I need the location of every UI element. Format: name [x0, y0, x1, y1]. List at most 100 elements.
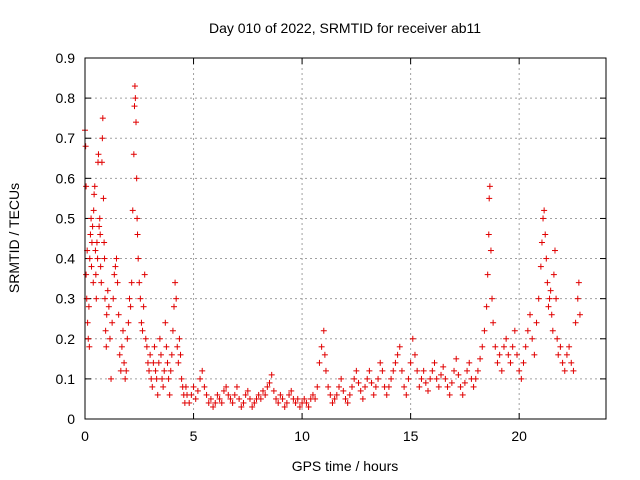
data-point — [144, 359, 151, 366]
data-point — [390, 367, 397, 374]
data-point — [197, 375, 204, 382]
data-point — [344, 399, 351, 406]
data-point — [169, 327, 176, 334]
data-point — [555, 351, 562, 358]
data-point — [171, 303, 178, 310]
data-point — [225, 391, 232, 398]
data-point — [154, 391, 161, 398]
data-point — [123, 367, 130, 374]
data-point — [444, 383, 451, 390]
data-point — [414, 367, 421, 374]
data-point — [149, 383, 156, 390]
data-point — [550, 271, 557, 278]
data-point — [487, 247, 494, 254]
data-point — [320, 327, 327, 334]
data-point — [547, 287, 554, 294]
data-point — [246, 395, 253, 402]
data-point — [99, 115, 106, 122]
data-point — [116, 351, 123, 358]
data-point — [91, 183, 98, 190]
data-point — [461, 379, 468, 386]
data-point — [98, 279, 105, 286]
data-point — [223, 383, 230, 390]
data-point — [283, 399, 290, 406]
y-tick-label: 0.8 — [56, 90, 76, 106]
data-point — [474, 367, 481, 374]
data-point — [411, 351, 418, 358]
data-point — [137, 295, 144, 302]
data-point — [93, 239, 100, 246]
data-point — [96, 223, 103, 230]
data-point — [175, 359, 182, 366]
data-point — [264, 383, 271, 390]
data-point — [546, 295, 553, 302]
data-point — [561, 367, 568, 374]
data-point — [104, 287, 111, 294]
data-point — [377, 359, 384, 366]
data-point — [159, 375, 166, 382]
data-point — [479, 343, 486, 350]
data-point — [83, 271, 90, 278]
data-point — [312, 395, 319, 402]
data-point — [325, 383, 332, 390]
data-point — [90, 207, 97, 214]
data-point — [86, 343, 93, 350]
data-point — [125, 319, 132, 326]
grid-lines — [85, 58, 606, 419]
data-point — [111, 271, 118, 278]
data-point — [333, 391, 340, 398]
data-point — [277, 391, 284, 398]
data-point — [192, 395, 199, 402]
data-point — [335, 383, 342, 390]
data-point — [257, 395, 264, 402]
data-point — [496, 351, 503, 358]
y-tick-label: 0.9 — [56, 50, 76, 66]
data-point — [403, 391, 410, 398]
data-point — [109, 319, 116, 326]
x-tick-labels: 0 5 10 15 20 — [81, 428, 527, 444]
data-point — [544, 279, 551, 286]
data-point — [155, 359, 162, 366]
data-point — [570, 367, 577, 374]
data-point — [173, 295, 180, 302]
data-point — [216, 395, 223, 402]
data-point — [108, 375, 115, 382]
data-point — [398, 367, 405, 374]
data-point — [105, 303, 112, 310]
data-point — [134, 231, 141, 238]
data-point — [392, 359, 399, 366]
data-point — [551, 247, 558, 254]
data-point — [453, 355, 460, 362]
data-point — [524, 327, 531, 334]
data-point — [494, 359, 501, 366]
y-tick-label: 0.5 — [56, 210, 76, 226]
data-point — [338, 375, 345, 382]
data-point — [466, 359, 473, 366]
data-point — [368, 379, 375, 386]
data-point — [88, 215, 95, 222]
data-point — [207, 395, 214, 402]
data-point — [238, 403, 245, 410]
data-point — [83, 183, 90, 190]
data-point — [106, 335, 113, 342]
data-point — [82, 143, 89, 150]
data-point — [168, 351, 175, 358]
data-point — [545, 303, 552, 310]
data-point — [101, 255, 108, 262]
data-point — [543, 255, 550, 262]
data-point — [322, 367, 329, 374]
y-tick-label: 0 — [67, 411, 75, 427]
data-point — [231, 391, 238, 398]
data-point — [86, 255, 93, 262]
data-point — [385, 383, 392, 390]
data-point — [427, 375, 434, 382]
data-point — [84, 319, 91, 326]
data-point — [481, 327, 488, 334]
data-point — [139, 327, 146, 334]
data-point — [383, 391, 390, 398]
data-point — [554, 335, 561, 342]
data-point — [92, 247, 99, 254]
data-point — [542, 231, 549, 238]
data-point — [540, 215, 547, 222]
data-point — [538, 239, 545, 246]
